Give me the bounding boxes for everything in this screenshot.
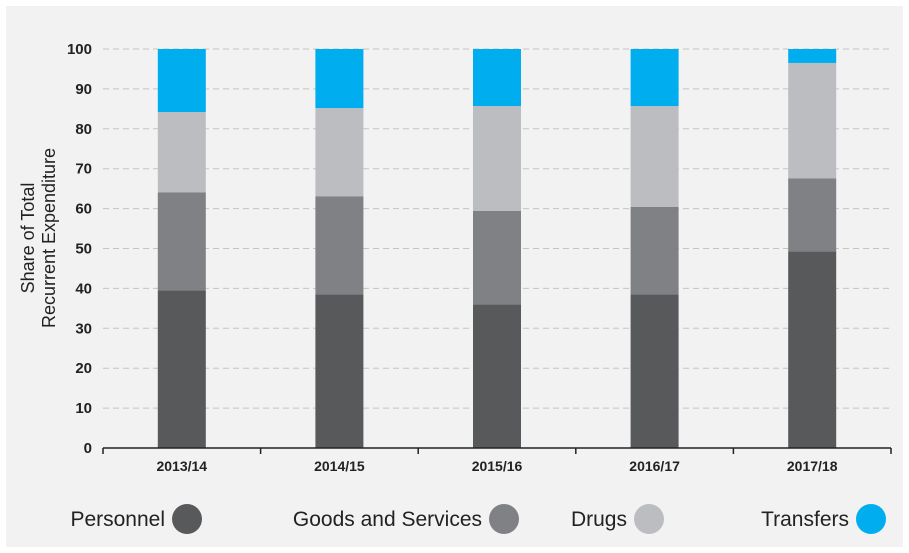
y-axis-title-line-1: Share of Total xyxy=(18,183,38,294)
y-tick-label: 60 xyxy=(75,201,92,218)
legend-label: Goods and Services xyxy=(293,508,482,531)
legend-label: Personnel xyxy=(70,508,165,531)
y-tick-label: 100 xyxy=(67,41,92,58)
y-tick-label: 80 xyxy=(75,121,92,138)
bar-segment xyxy=(473,106,521,211)
legend-label: Transfers xyxy=(761,508,849,531)
x-tick-label: 2013/14 xyxy=(156,458,207,474)
bar-segment xyxy=(630,207,679,295)
bar-segment xyxy=(630,49,679,107)
bar-segment xyxy=(473,210,521,305)
bar-segment xyxy=(788,49,837,63)
legend-swatch xyxy=(172,504,202,534)
bar-segment xyxy=(157,49,206,113)
y-tick-label: 70 xyxy=(75,161,92,178)
bar-segment xyxy=(788,62,837,179)
x-tick-label: 2016/17 xyxy=(629,458,680,474)
legend: Personnel Goods and Services Drugs Transfer… xyxy=(70,504,886,534)
bar-segment xyxy=(473,49,521,107)
bar-segment xyxy=(788,178,837,252)
y-tick-labels: 0 10 20 30 40 50 60 70 80 90 100 xyxy=(67,41,92,457)
bar-segment xyxy=(630,294,679,448)
bar-segment xyxy=(788,251,837,448)
y-tick-label: 30 xyxy=(75,320,92,337)
bar-segment xyxy=(473,304,521,448)
y-tick-label: 10 xyxy=(75,400,92,417)
bar-segment xyxy=(157,112,206,193)
bar-segment xyxy=(157,192,206,291)
bar-segment xyxy=(157,290,206,448)
y-tick-label: 50 xyxy=(75,241,92,258)
y-tick-label: 20 xyxy=(75,360,92,377)
x-tick-label: 2015/16 xyxy=(472,458,523,474)
legend-swatch xyxy=(489,504,519,534)
chart-panel: 0 10 20 30 40 50 60 70 80 90 100 2013/14 2014/15 201… xyxy=(6,6,903,547)
bar-segment xyxy=(630,106,679,208)
y-tick-label: 0 xyxy=(84,440,92,457)
x-tick-label: 2014/15 xyxy=(314,458,365,474)
x-tick-label: 2017/18 xyxy=(787,458,838,474)
bar-segment xyxy=(315,196,364,295)
bars xyxy=(157,49,837,448)
legend-swatch xyxy=(856,504,886,534)
legend-swatch xyxy=(634,504,664,534)
legend-label: Drugs xyxy=(571,508,627,531)
bar-segment xyxy=(315,49,364,109)
y-axis-title: Share of Total Recurrent Expenditure xyxy=(18,148,59,328)
axes xyxy=(102,447,892,454)
y-tick-label: 90 xyxy=(75,81,92,98)
bar-segment xyxy=(315,108,364,197)
x-tick-labels: 2013/14 2014/15 2015/16 2016/17 2017/18 xyxy=(156,458,837,474)
bar-segment xyxy=(315,294,364,448)
y-axis-title-line-2: Recurrent Expenditure xyxy=(39,148,59,328)
y-tick-label: 40 xyxy=(75,280,92,297)
